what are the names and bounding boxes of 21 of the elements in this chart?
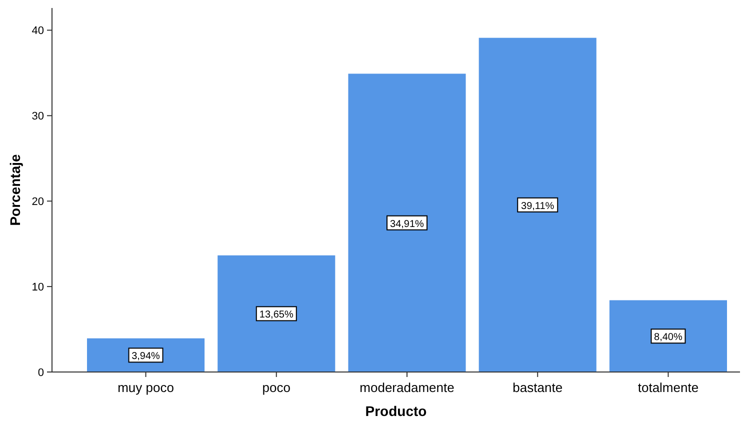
y-tick-label: 30 [32,110,44,123]
data-label: 3,94% [132,351,160,362]
y-axis-title: Porcentaje [7,154,23,226]
data-label: 8,40% [654,332,683,344]
y-tick-label: 10 [32,282,44,294]
x-tick-label: moderadamente [360,380,454,395]
y-tick-label: 40 [32,25,44,38]
x-tick-label: totalmente [638,380,699,395]
data-label: 39,11% [521,200,554,212]
x-tick-label: poco [262,380,290,395]
bar [218,255,336,372]
y-tick-label: 20 [32,196,44,208]
data-label: 34,91% [390,218,424,230]
data-label: 13,65% [259,310,294,321]
x-tick-label: bastante [512,380,563,395]
y-tick-label: 0 [38,367,44,379]
x-tick-label: muy poco [118,380,174,395]
bar [609,300,727,372]
bar [478,38,596,372]
x-axis-title: Producto [365,403,427,419]
bar [348,74,466,372]
